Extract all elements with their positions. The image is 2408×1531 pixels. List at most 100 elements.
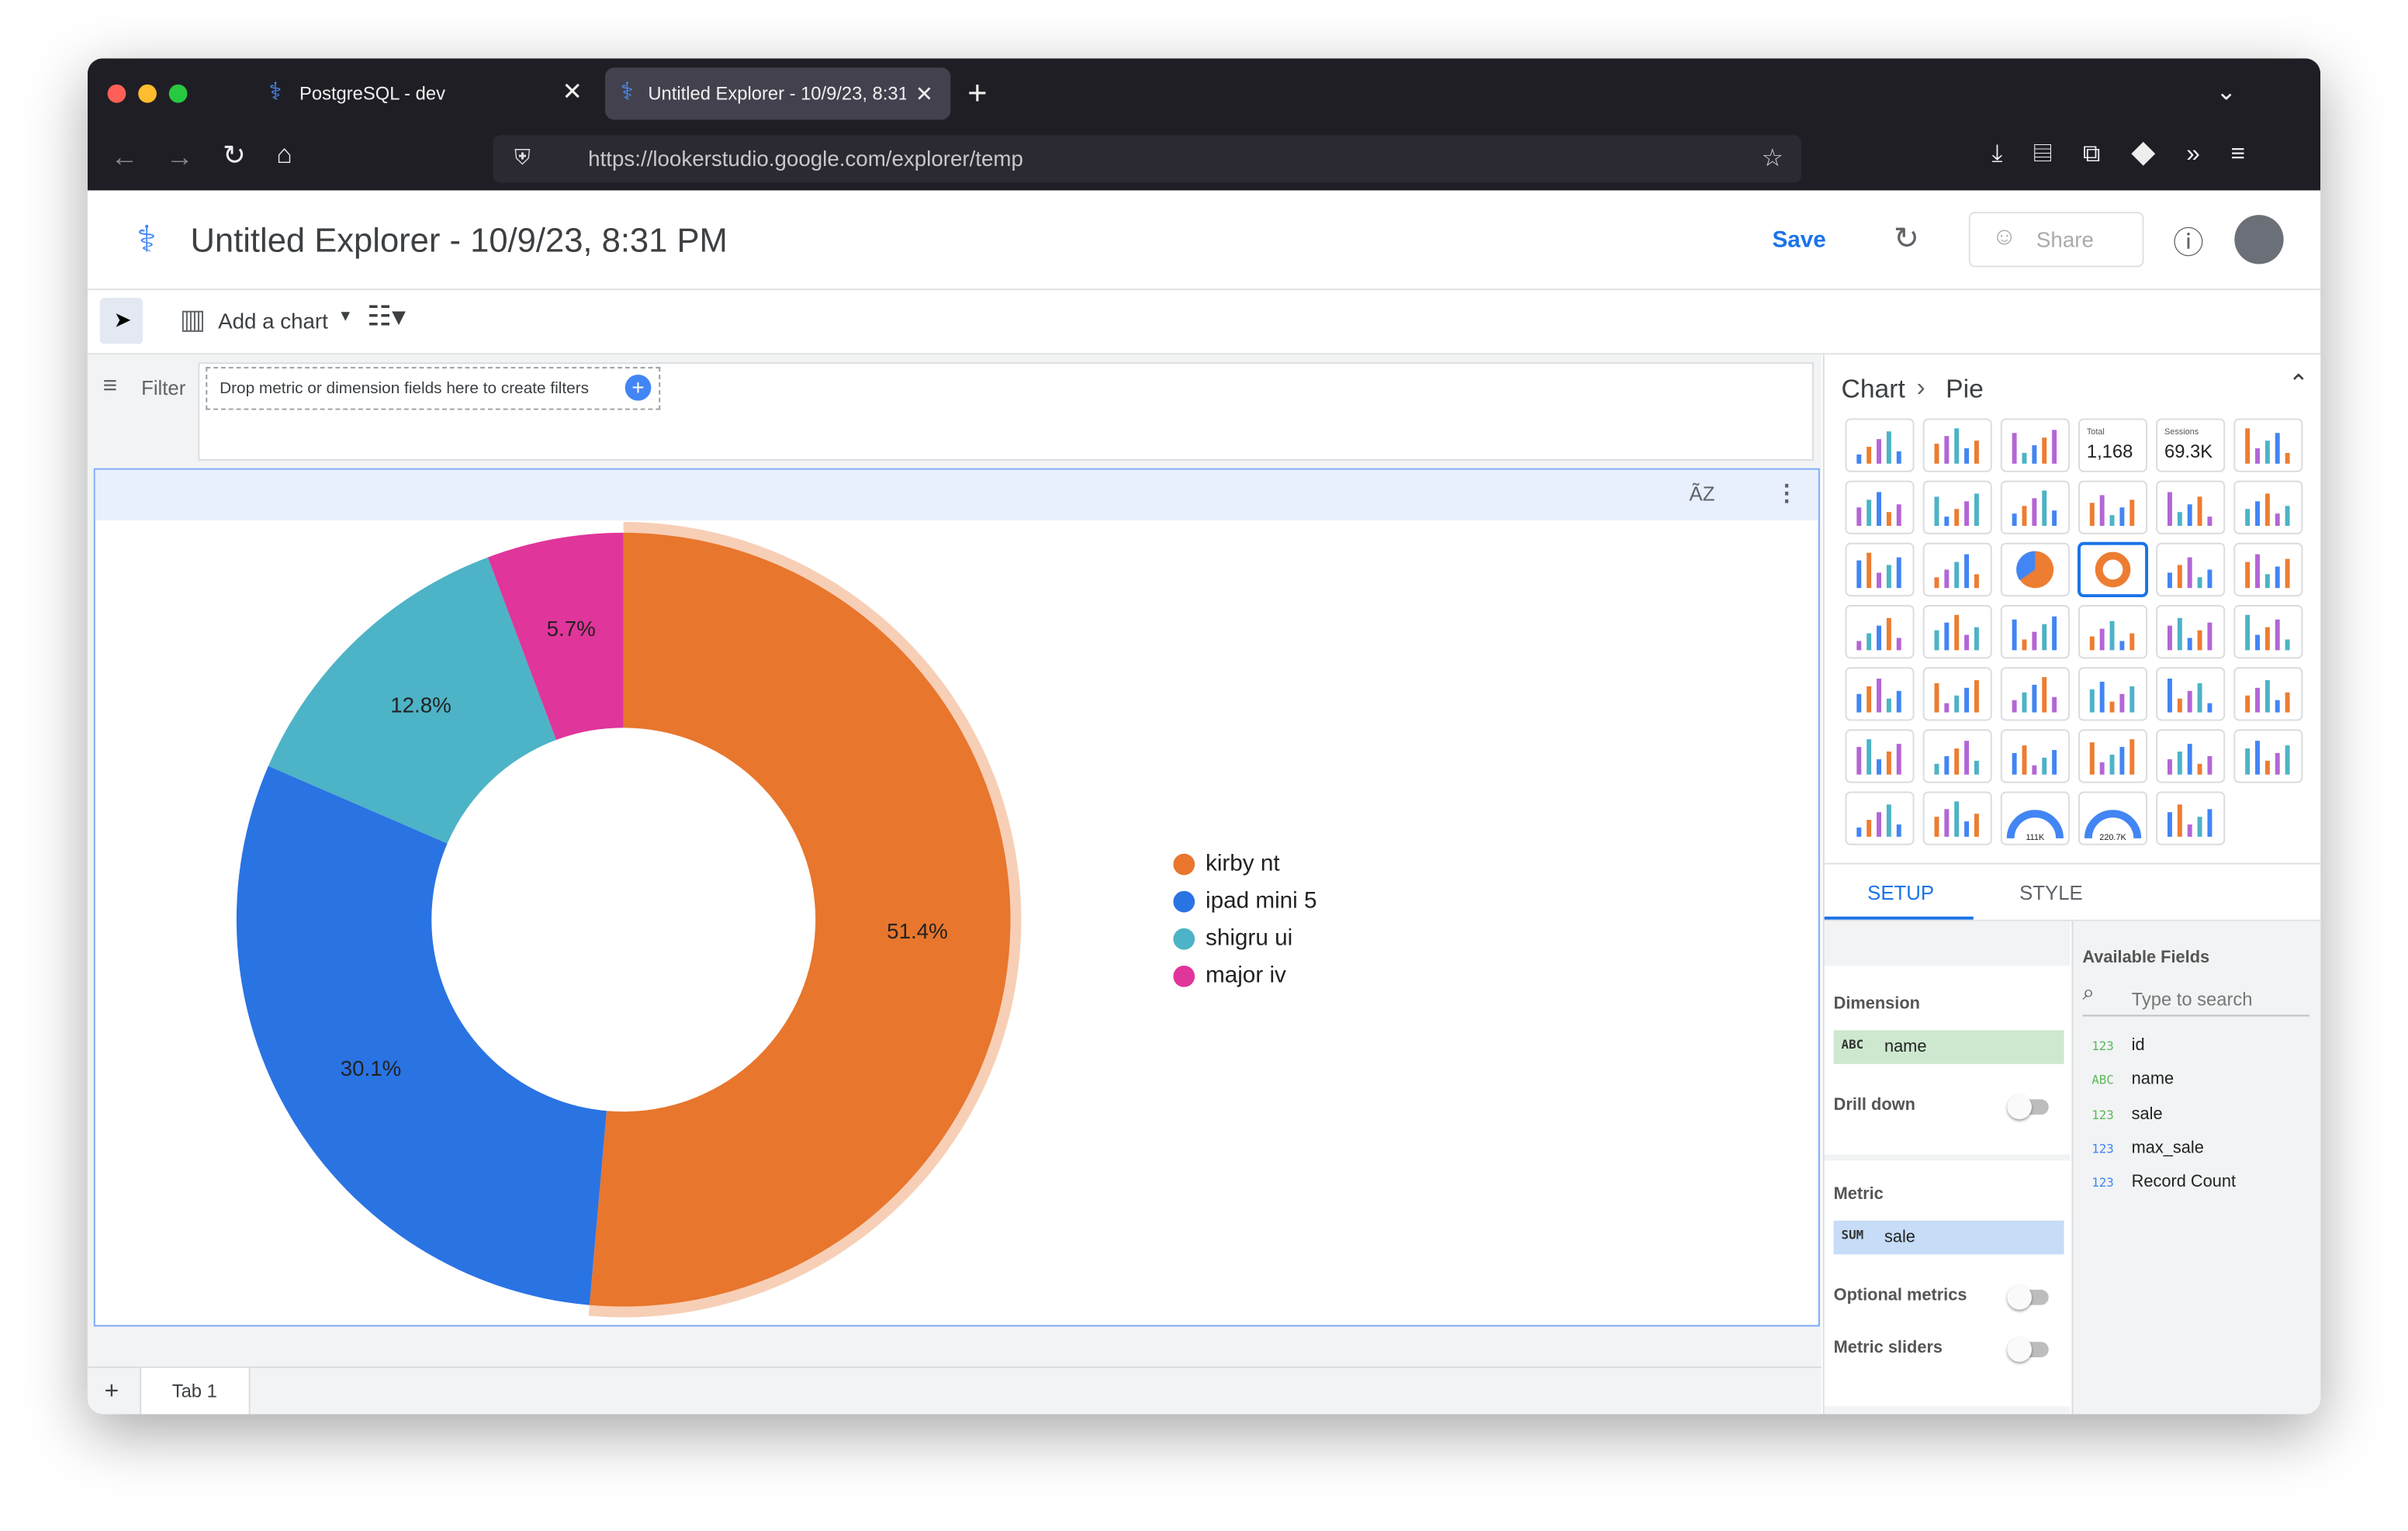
thumb-bar <box>2245 748 2251 775</box>
thumb-bar <box>1856 560 1862 589</box>
thumb-bar <box>1944 755 1950 775</box>
chart-type-picker: Total 1,168 Sessions 69.3K 111K 220.7K <box>1845 418 2303 845</box>
save-button[interactable]: Save <box>1772 226 1826 254</box>
thumb-bar <box>1867 447 1872 464</box>
thumb-bar <box>2042 676 2047 713</box>
thumb-bar <box>2167 812 2172 837</box>
chart-container[interactable]: ÃZ ⋮ 51.4% 30.1% 12.8% 5.7% kirby nt ipad mi… <box>93 468 1820 1327</box>
tab-icon: ⚕ <box>268 79 282 106</box>
add-filter[interactable]: + <box>624 375 652 401</box>
filter-label: Filter <box>141 375 186 399</box>
thumb-pie <box>2016 551 2036 581</box>
thumb-bar <box>2207 517 2213 527</box>
new-tab[interactable]: + <box>967 74 988 112</box>
collapse[interactable]: ⌃ <box>2288 372 2309 398</box>
close-button[interactable] <box>107 84 126 103</box>
breadcrumb-sep: › <box>1916 373 1925 403</box>
select-tool[interactable]: ➤ <box>99 298 144 344</box>
thumb-bar <box>1974 814 1979 837</box>
tab-close[interactable]: ✕ <box>915 81 934 106</box>
chart-type-thumb <box>2233 542 2303 597</box>
thumb-bar <box>1896 690 1901 713</box>
tab[interactable]: ⚕ PostgreSQL - dev ✕ <box>251 67 596 119</box>
thumb-bar <box>2187 824 2192 837</box>
thumb-bar <box>1856 693 1862 713</box>
thumb-bar <box>1886 512 1891 527</box>
chart-header: ÃZ ⋮ <box>95 469 1818 521</box>
url-bar[interactable]: ⛨ https://lookerstudio.google.com/explor… <box>493 135 1802 183</box>
thumb-bar <box>2177 512 2182 527</box>
thumb-bar <box>2129 739 2135 775</box>
reload[interactable]: ↻ <box>223 140 246 171</box>
tab-active[interactable]: ⚕ Untitled Explorer - 10/9/23, 8:31 ✕ <box>604 67 951 120</box>
thumb-bar <box>2042 757 2047 775</box>
dimension-chip[interactable]: ABC name <box>1833 1030 2064 1064</box>
field-row[interactable]: 123 max_sale <box>2073 1135 2320 1166</box>
tab-close[interactable]: ✕ <box>562 79 583 106</box>
thumb-bar <box>2275 433 2280 464</box>
setup-column: Dimension ABC name Drill down Metric SUM… <box>1824 921 2071 1415</box>
thumb-bar <box>2022 639 2027 651</box>
forward[interactable]: → <box>165 141 194 172</box>
controls-menu[interactable]: ☷▾ <box>367 300 406 332</box>
thumb-bar <box>1944 436 1950 464</box>
home[interactable]: ⌂ <box>276 140 292 169</box>
thumb-bar <box>2197 763 2202 775</box>
avatar[interactable] <box>2234 215 2284 264</box>
thumb-bar <box>1867 499 1872 527</box>
thumb-bar <box>2197 683 2202 713</box>
thumb-bar <box>1974 760 1979 775</box>
back[interactable]: ← <box>110 141 139 172</box>
thumb-bar <box>2264 493 2270 527</box>
thumb-bar <box>1974 627 1979 651</box>
help[interactable]: ⓘ <box>2173 226 2204 261</box>
legend-label: shigru ui <box>1206 925 1292 951</box>
filter-dropzone[interactable]: Drop metric or dimension fields here to … <box>206 367 661 410</box>
refresh[interactable]: ↻ <box>1893 223 1920 257</box>
share-button[interactable]: Share ☺ <box>1968 212 2144 268</box>
zoom-button[interactable] <box>168 84 188 103</box>
thumb-bar <box>1877 625 1881 651</box>
sort-icon[interactable]: ÃZ <box>1689 482 1715 506</box>
optional-metrics-toggle[interactable] <box>2007 1284 2049 1310</box>
setup-tab[interactable]: SETUP <box>1867 881 1934 904</box>
more-menu[interactable]: ⋮ <box>1775 480 1799 507</box>
bookmark[interactable]: ☆ <box>1761 146 1784 172</box>
tab-title: PostgreSQL - dev <box>299 82 445 105</box>
metric-chip[interactable]: SUM sale <box>1833 1220 2064 1255</box>
add-page[interactable]: + <box>104 1378 119 1405</box>
thumb-bar <box>2167 625 2172 651</box>
thumb-bar <box>2275 700 2280 713</box>
thumb-value: 69.3K <box>2164 441 2213 462</box>
search-field[interactable]: Type to search <box>2131 988 2253 1011</box>
breadcrumb-root[interactable]: Chart <box>1841 375 1905 404</box>
field-row[interactable]: 123 sale <box>2073 1101 2320 1132</box>
tab-list[interactable]: ⌄ <box>2216 79 2237 106</box>
style-tab[interactable]: STYLE <box>2019 881 2083 904</box>
thumb-bar <box>1974 493 1979 527</box>
report-title[interactable]: Untitled Explorer - 10/9/23, 8:31 PM <box>190 221 728 260</box>
page-tab[interactable]: Tab 1 <box>140 1367 251 1415</box>
minimize-button[interactable] <box>138 84 157 103</box>
thumb-bar <box>1944 809 1950 837</box>
toolbar-icons[interactable]: ⤓▤⧉◆»≡ <box>1991 141 2276 168</box>
add-chart[interactable]: Add a chart <box>218 308 328 334</box>
field-row[interactable]: 123 id <box>2073 1032 2320 1063</box>
thumb-bar <box>2167 572 2172 589</box>
thumb-bar <box>1964 741 1970 775</box>
metric-sliders-toggle[interactable] <box>2007 1337 2049 1362</box>
dropdown[interactable]: ▼ <box>337 308 354 326</box>
thumb-bar <box>1886 804 1891 837</box>
field-row[interactable]: 123 Record Count <box>2073 1169 2320 1200</box>
thumb-bar <box>2012 619 2017 651</box>
field-row[interactable]: ABC name <box>2073 1066 2320 1097</box>
drill-down-toggle[interactable] <box>2007 1094 2049 1120</box>
thumb-bar <box>2187 504 2192 527</box>
thumb-label: Sessions <box>2164 427 2199 437</box>
thumb-bar <box>1886 431 1891 464</box>
thumb-bar <box>2275 619 2280 651</box>
legend-label: kirby nt <box>1206 850 1280 876</box>
thumb-bar <box>2197 577 2202 589</box>
thumb-bar <box>1886 752 1891 775</box>
